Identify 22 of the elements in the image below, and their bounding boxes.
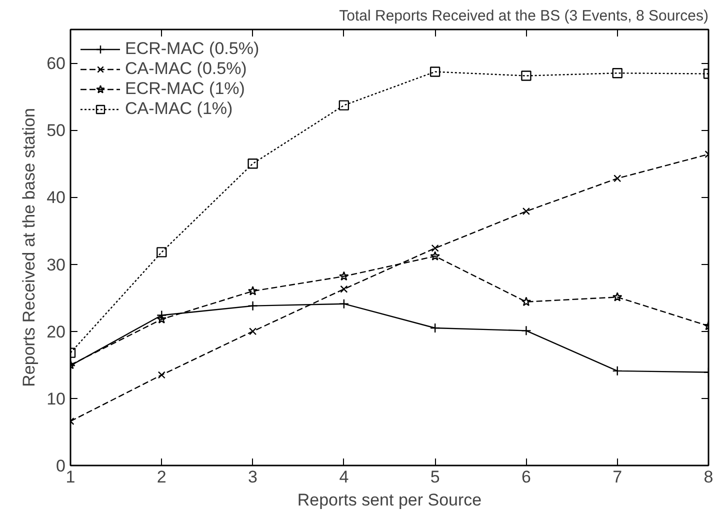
x-tick-label: 5 [430,468,440,486]
y-tick-label: 30 [46,255,66,274]
y-tick-label: 40 [46,188,66,208]
legend-label: ECR-MAC (0.5%) [125,39,260,59]
chart-title: Total Reports Received at the BS (3 Events, 8 Sources) [339,8,709,24]
x-tick-label: 6 [521,468,531,486]
y-tick-label: 0 [56,456,66,476]
x-tick-label: 2 [156,468,166,486]
legend-label: CA-MAC (0.5%) [125,59,247,79]
y-axis-title: Reports Received at the base station [20,108,39,387]
x-tick-label: 3 [248,468,258,486]
y-tick-label: 60 [46,54,66,74]
legend-label: CA-MAC (1%) [125,99,233,119]
x-tick-label: 7 [612,468,622,486]
y-tick-label: 10 [46,389,66,408]
x-axis-title: Reports sent per Source [297,490,482,510]
x-tick-label: 4 [339,468,349,486]
y-tick-label: 20 [46,322,66,342]
legend-label: ECR-MAC (1%) [125,79,245,99]
x-tick-label: 1 [66,468,76,486]
y-tick-label: 50 [46,121,66,140]
x-tick-label: 8 [704,468,714,486]
